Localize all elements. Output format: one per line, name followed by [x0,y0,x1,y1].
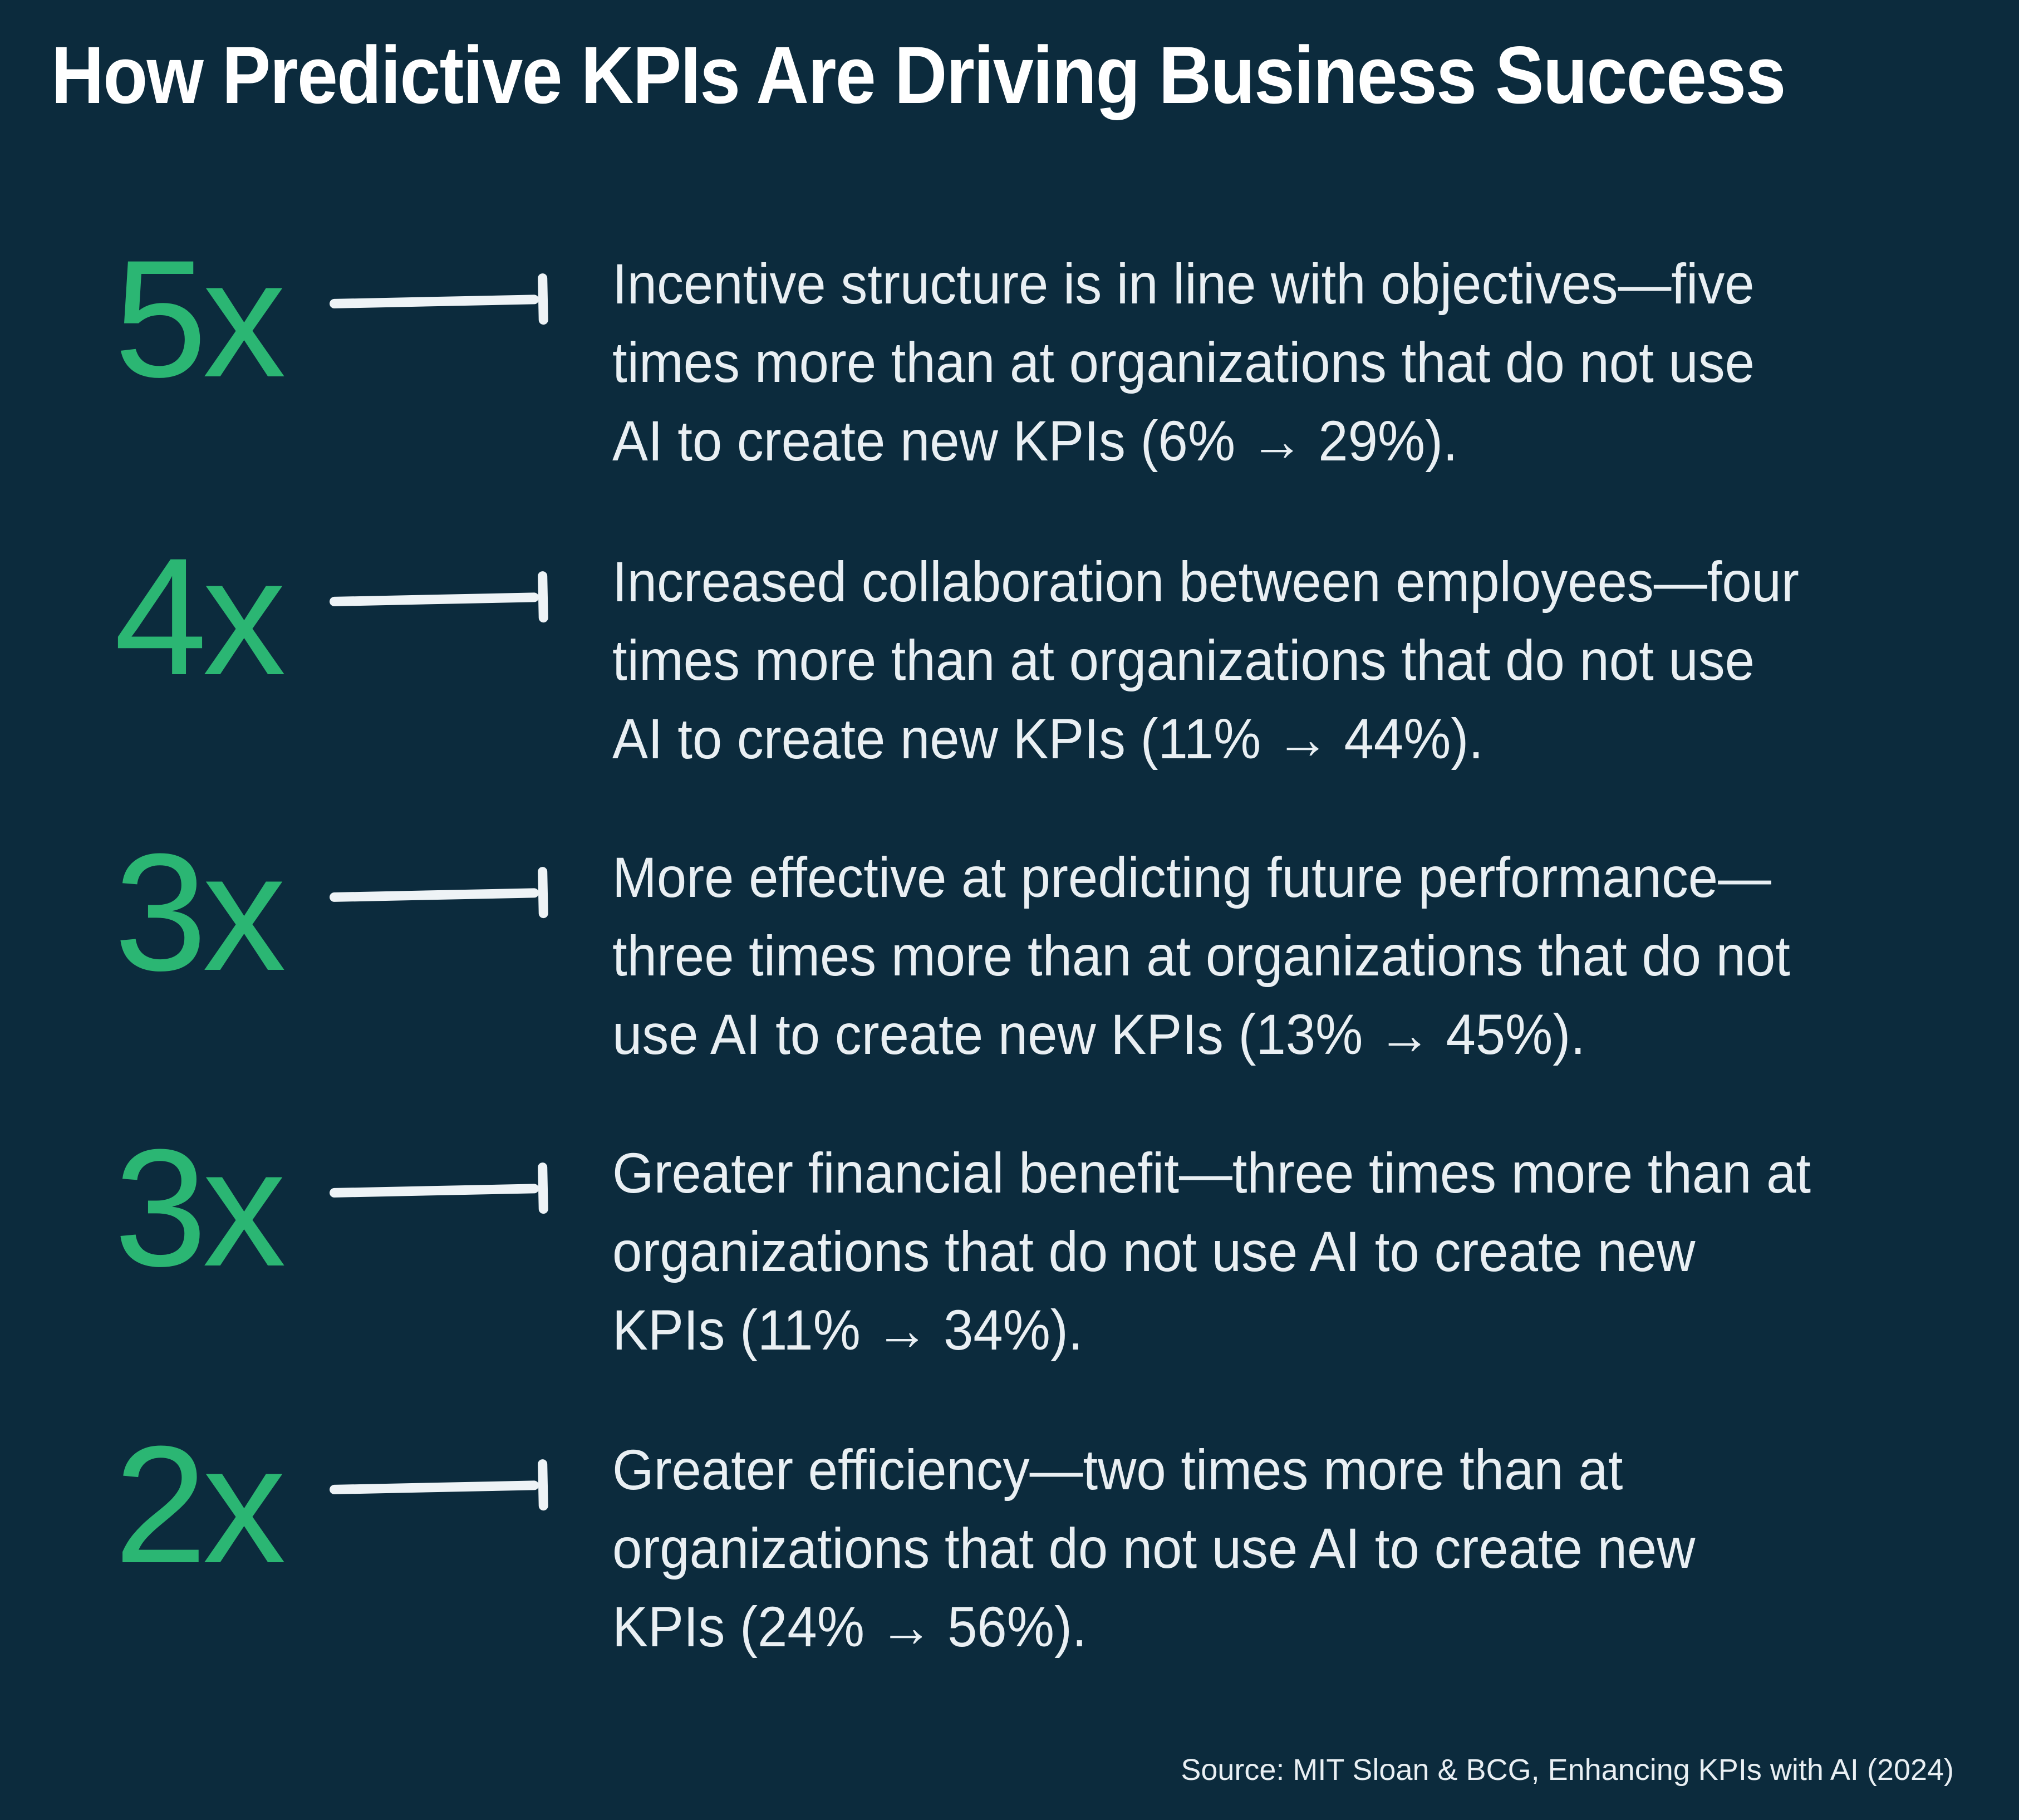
connector-shaft [329,888,539,902]
multiplier-value: 5x [114,225,286,412]
kpi-description: Increased collaboration between employee… [612,543,1799,778]
kpi-description-line: AI to create new KPIs (6% → 29%). [612,409,1458,473]
multiplier-value: 4x [114,523,286,710]
connector-line [329,273,548,329]
kpi-description-line: use AI to create new KPIs (13% → 45%). [612,1003,1585,1066]
kpi-row-3x-financial: 3x Greater financial benefit—three times… [0,1124,2019,1396]
connector-endbar [537,273,548,325]
connector-line [329,866,548,923]
kpi-row-4x: 4x Increased collaboration between emplo… [0,533,2019,804]
connector-line [329,1459,548,1515]
connector-shaft [329,592,539,607]
kpi-row-3x-prediction: 3x More effective at predicting future p… [0,828,2019,1100]
connector-line [329,571,548,627]
kpi-description-line: organizations that do not use AI to crea… [612,1517,1696,1580]
kpi-description-line: Incentive structure is in line with obje… [612,252,1755,316]
connector-endbar [537,1162,548,1214]
multiplier-value: 3x [114,818,286,1005]
kpi-description: More effective at predicting future perf… [612,838,1790,1074]
kpi-description: Incentive structure is in line with obje… [612,245,1755,480]
kpi-description: Greater efficiency—two times more than a… [612,1431,1696,1666]
kpi-description-line: KPIs (24% → 56%). [612,1595,1087,1659]
connector-line [329,1162,548,1218]
page-title: How Predictive KPIs Are Driving Business… [51,30,1786,120]
connector-shaft [329,295,539,309]
kpi-description-line: times more than at organizations that do… [612,331,1755,394]
connector-endbar [537,1459,548,1511]
source-citation: Source: MIT Sloan & BCG, Enhancing KPIs … [1181,1753,1954,1787]
connector-endbar [537,866,548,919]
connector-shaft [329,1184,539,1198]
kpi-row-5x: 5x Incentive structure is in line with o… [0,235,2019,507]
multiplier-value: 3x [114,1114,286,1301]
kpi-description-line: Greater financial benefit—three times mo… [612,1141,1811,1205]
multiplier-value: 2x [114,1411,286,1598]
kpi-description-line: three times more than at organizations t… [612,924,1790,988]
kpi-row-2x: 2x Greater efficiency—two times more tha… [0,1421,2019,1693]
kpi-description-line: organizations that do not use AI to crea… [612,1220,1696,1283]
kpi-description-line: KPIs (11% → 34%). [612,1298,1083,1362]
kpi-description-line: Greater efficiency—two times more than a… [612,1438,1623,1502]
kpi-description-line: times more than at organizations that do… [612,629,1755,692]
kpi-description-line: More effective at predicting future perf… [612,846,1771,909]
kpi-description-line: Increased collaboration between employee… [612,550,1799,614]
connector-endbar [537,571,548,623]
kpi-description-line: AI to create new KPIs (11% → 44%). [612,707,1483,771]
connector-shaft [329,1480,539,1495]
kpi-description: Greater financial benefit—three times mo… [612,1134,1811,1370]
